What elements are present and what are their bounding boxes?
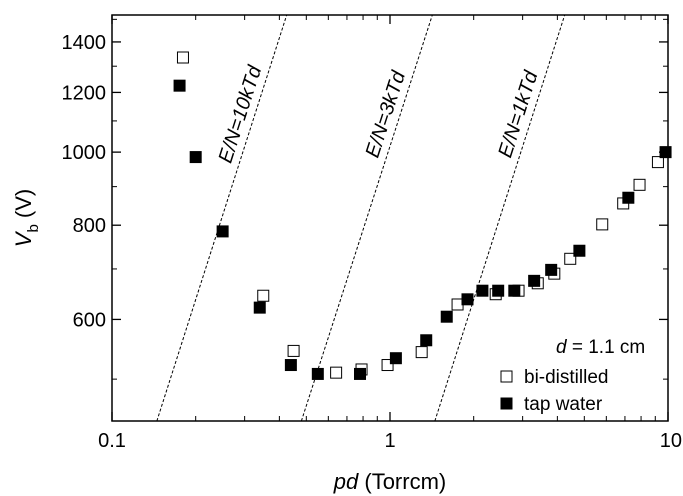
x-tick-label: 0.1 bbox=[98, 430, 126, 452]
point-bi-distilled bbox=[651, 156, 664, 169]
point-tap-water bbox=[528, 274, 541, 287]
point-tap-water bbox=[476, 284, 489, 297]
point-tap-water bbox=[253, 301, 266, 314]
point-bi-distilled bbox=[633, 178, 646, 191]
point-tap-water bbox=[573, 244, 586, 257]
reference-line-label: E/N=1kTd bbox=[494, 68, 542, 161]
y-axis-label: Vb (V) bbox=[11, 189, 42, 247]
point-tap-water bbox=[216, 225, 229, 238]
point-tap-water bbox=[354, 367, 367, 380]
reference-line-label: E/N=3kTd bbox=[362, 68, 411, 161]
data-points bbox=[173, 51, 672, 380]
reference-line bbox=[156, 15, 288, 421]
legend-label-tap-water: tap water bbox=[524, 394, 603, 415]
y-tick-label: 1200 bbox=[62, 82, 107, 104]
point-tap-water bbox=[420, 334, 433, 347]
point-bi-distilled bbox=[596, 218, 609, 231]
reference-line bbox=[300, 15, 433, 421]
point-tap-water bbox=[284, 359, 297, 372]
legend-label-bi-distilled: bi-distilled bbox=[524, 367, 608, 388]
point-bi-distilled bbox=[381, 359, 394, 372]
tick-labels: 0.1 1 10 600 800 1000 1200 1400 bbox=[62, 32, 683, 452]
point-tap-water bbox=[311, 367, 324, 380]
legend-marker-bi-distilled bbox=[500, 370, 513, 383]
point-bi-distilled bbox=[564, 252, 577, 265]
point-bi-distilled bbox=[415, 346, 428, 359]
x-axis-label: pd (Torrcm) bbox=[333, 469, 446, 494]
point-tap-water bbox=[508, 284, 521, 297]
y-axis-label-sub: b bbox=[25, 224, 42, 232]
legend: d = 1.1 cm bi-distilled tap water bbox=[500, 337, 645, 415]
reference-line-labels: E/N=10kTd E/N=3kTd E/N=1kTd bbox=[215, 62, 543, 165]
legend-header-italic: d bbox=[556, 337, 568, 358]
point-bi-distilled bbox=[287, 344, 300, 357]
reference-line-label: E/N=10kTd bbox=[215, 62, 267, 165]
point-tap-water bbox=[492, 284, 505, 297]
point-bi-distilled bbox=[257, 289, 270, 302]
legend-header: d = 1.1 cm bbox=[556, 337, 645, 358]
point-tap-water bbox=[440, 310, 453, 323]
point-bi-distilled bbox=[330, 366, 343, 379]
y-axis-label-unit: (V) bbox=[11, 189, 36, 224]
point-tap-water bbox=[622, 191, 635, 204]
point-tap-water bbox=[545, 263, 558, 276]
reference-lines bbox=[156, 15, 566, 421]
point-bi-distilled bbox=[451, 298, 464, 311]
point-tap-water bbox=[189, 151, 202, 164]
x-axis-label-italic: pd bbox=[333, 469, 359, 494]
x-tick-label: 1 bbox=[384, 430, 395, 452]
y-tick-label: 800 bbox=[73, 215, 106, 237]
y-tick-label: 1000 bbox=[62, 142, 107, 164]
point-tap-water bbox=[173, 79, 186, 92]
reference-line bbox=[434, 15, 566, 421]
x-tick-label: 10 bbox=[660, 430, 682, 452]
y-tick-label: 1400 bbox=[62, 32, 107, 54]
y-axis-label-main: V bbox=[11, 230, 36, 247]
point-tap-water bbox=[659, 146, 672, 159]
x-axis-label-unit: (Torrcm) bbox=[358, 469, 446, 494]
legend-header-rest: = 1.1 cm bbox=[567, 337, 646, 358]
point-bi-distilled bbox=[176, 51, 189, 64]
legend-marker-tap-water bbox=[500, 397, 513, 410]
point-tap-water bbox=[389, 352, 402, 365]
point-tap-water bbox=[461, 293, 474, 306]
y-tick-label: 600 bbox=[73, 309, 106, 331]
